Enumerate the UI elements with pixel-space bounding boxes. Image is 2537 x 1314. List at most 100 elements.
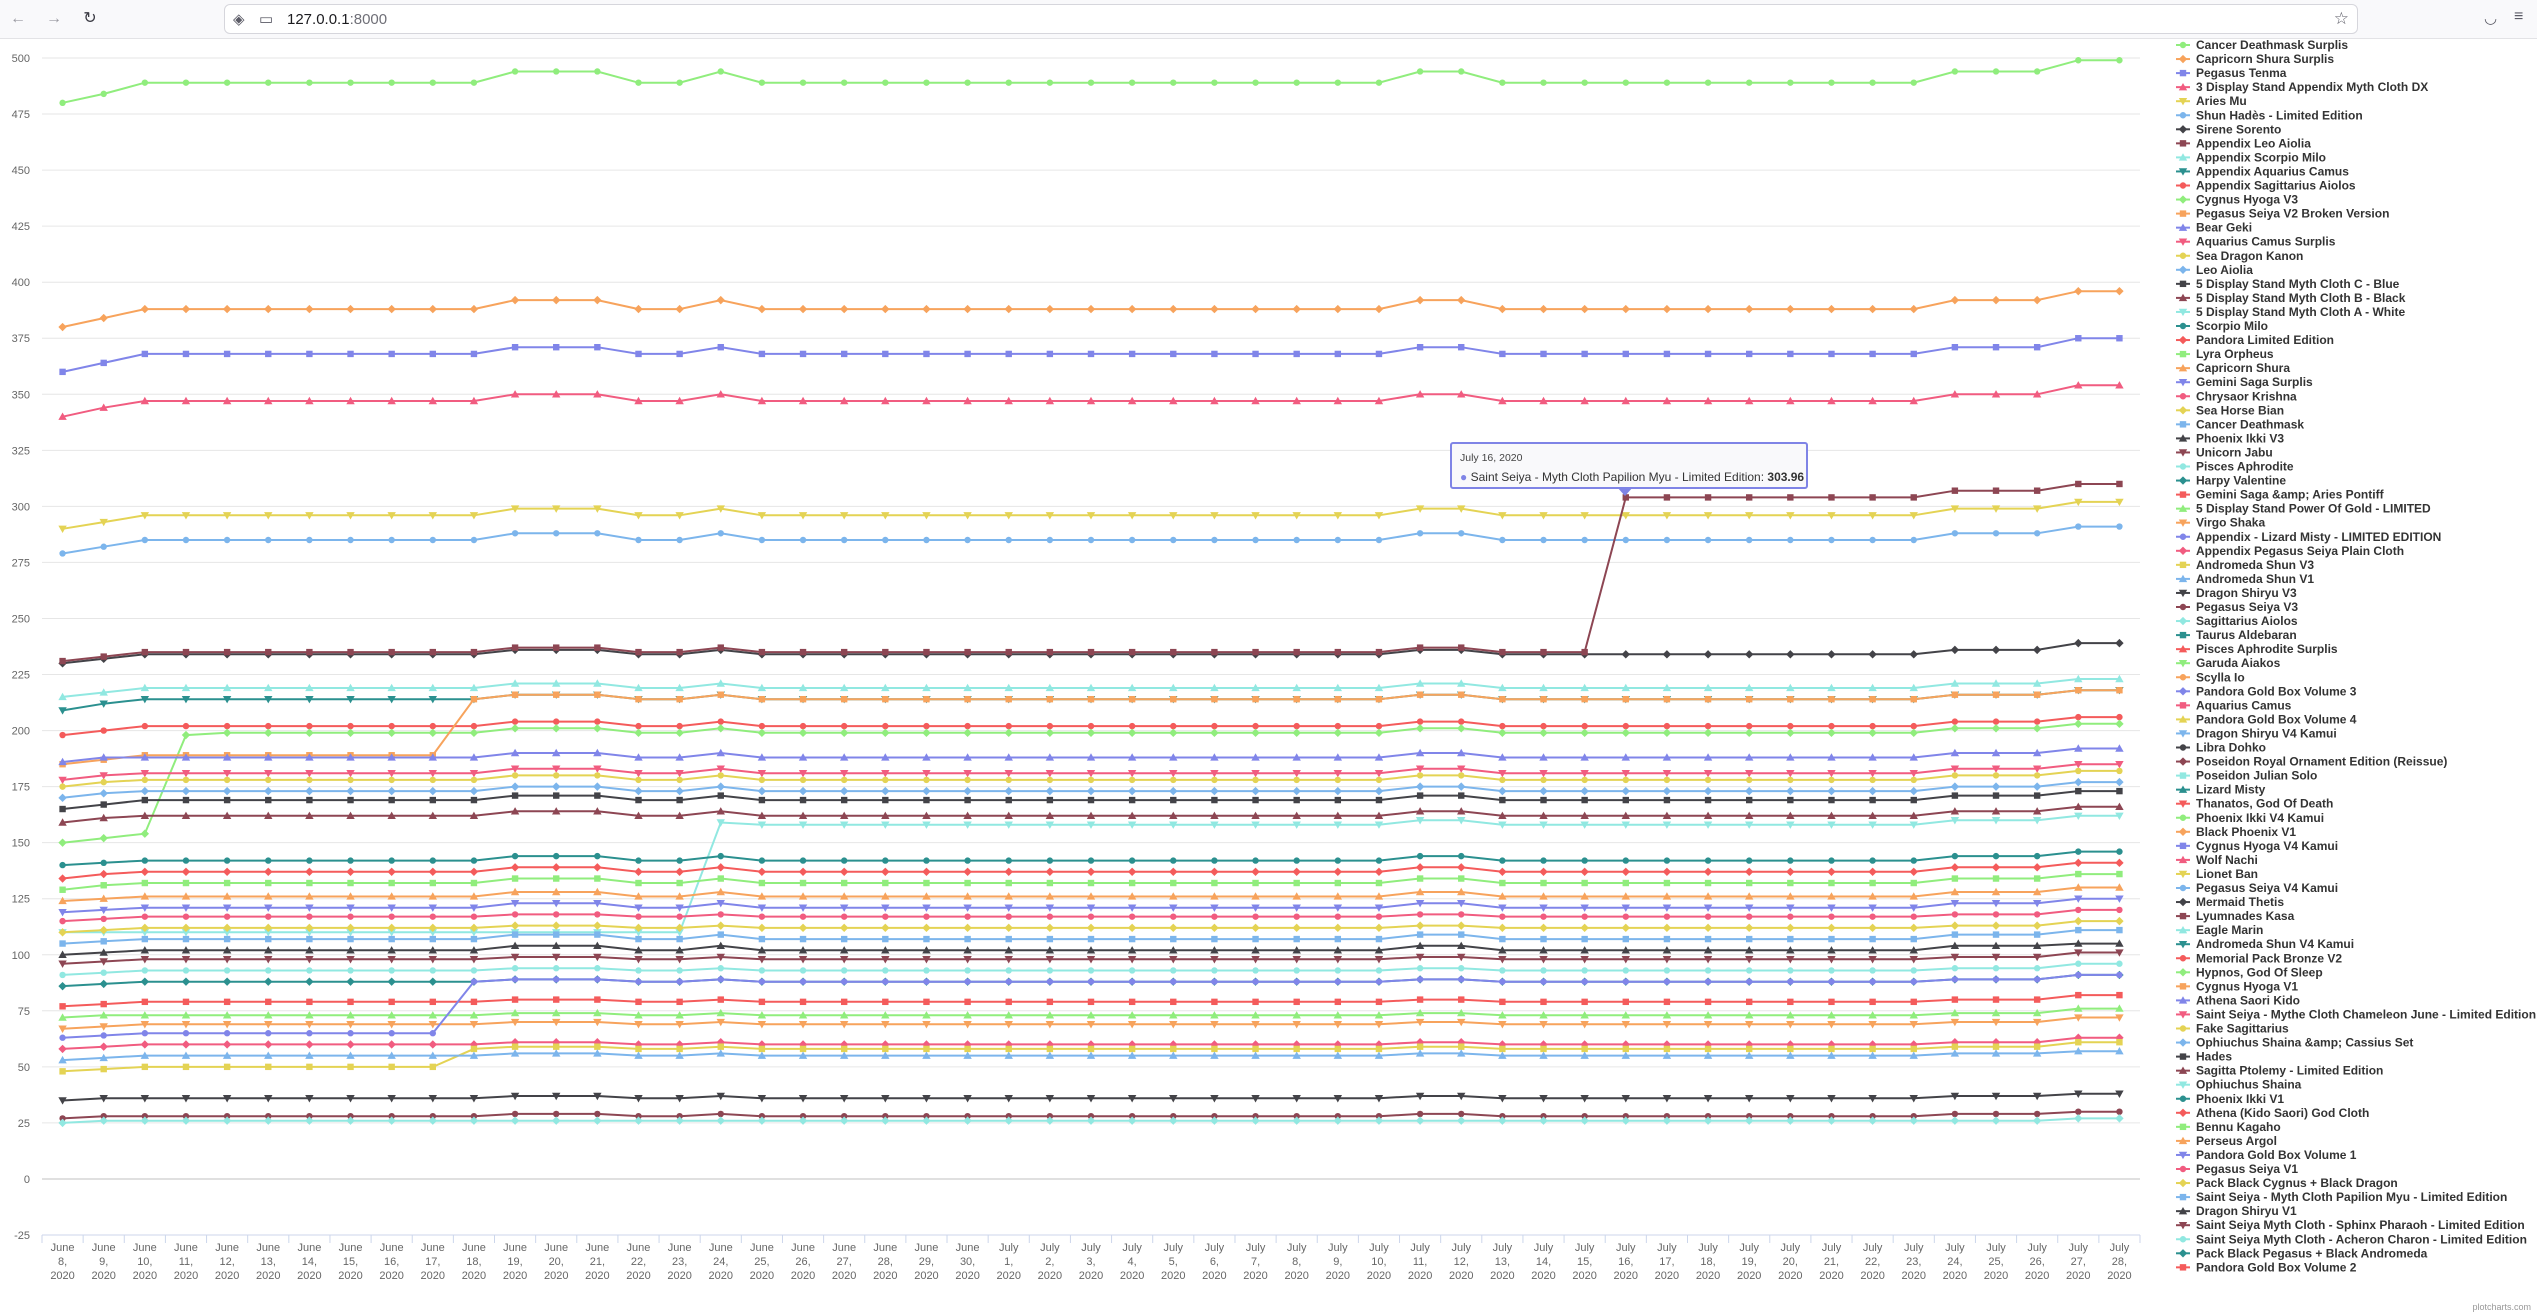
- legend-item[interactable]: Ophiuchus Shaina: [2176, 1078, 2302, 1092]
- legend-item[interactable]: Andromeda Shun V3: [2176, 558, 2314, 572]
- pocket-icon[interactable]: ◡: [2484, 10, 2498, 27]
- legend-item[interactable]: Libra Dohko: [2176, 741, 2266, 755]
- menu-icon[interactable]: ≡: [2514, 8, 2524, 25]
- legend-item[interactable]: Bennu Kagaho: [2176, 1120, 2281, 1134]
- legend-item[interactable]: Saint Seiya - Mythe Cloth Chameleon June…: [2176, 1007, 2536, 1021]
- legend-item[interactable]: Harpy Valentine: [2176, 474, 2286, 488]
- legend-item[interactable]: Hades: [2176, 1050, 2232, 1064]
- legend-item[interactable]: Pandora Limited Edition: [2176, 333, 2334, 347]
- legend-item[interactable]: Dragon Shiryu V1: [2176, 1204, 2297, 1218]
- legend-item[interactable]: Hypnos, God Of Sleep: [2176, 965, 2323, 979]
- legend-item[interactable]: 5 Display Stand Power Of Gold - LIMITED: [2176, 502, 2431, 516]
- legend-item[interactable]: Garuda Aiakos: [2176, 656, 2281, 670]
- bookmark-star-icon[interactable]: ☆: [2333, 9, 2349, 28]
- legend-item[interactable]: Athena (Kido Saori) God Cloth: [2176, 1106, 2369, 1120]
- url-text[interactable]: 127.0.0.1:8000: [287, 11, 387, 28]
- legend-item[interactable]: Poseidon Royal Ornament Edition (Reissue…: [2176, 755, 2447, 769]
- legend-item[interactable]: Dragon Shiryu V3: [2176, 586, 2297, 600]
- page-info-icon[interactable]: ▭: [259, 11, 274, 28]
- legend-item[interactable]: Unicorn Jabu: [2176, 445, 2273, 459]
- forward-arrow-icon[interactable]: →: [46, 10, 62, 27]
- legend-item[interactable]: Virgo Shaka: [2176, 516, 2265, 530]
- legend-item[interactable]: Appendix - Lizard Misty - LIMITED EDITIO…: [2176, 530, 2441, 544]
- legend-item[interactable]: 5 Display Stand Myth Cloth C - Blue: [2176, 277, 2400, 291]
- legend-item[interactable]: 5 Display Stand Myth Cloth A - White: [2176, 305, 2405, 319]
- legend-item[interactable]: Dragon Shiryu V4 Kamui: [2176, 726, 2337, 740]
- legend-item[interactable]: Scorpio Milo: [2176, 319, 2268, 333]
- legend-item[interactable]: Ophiuchus Shaina &amp; Cassius Set: [2176, 1036, 2413, 1050]
- legend-item[interactable]: Pandora Gold Box Volume 3: [2176, 684, 2357, 698]
- legend-item[interactable]: Lionet Ban: [2176, 867, 2258, 881]
- legend-item[interactable]: Cygnus Hyoga V1: [2176, 979, 2298, 993]
- legend-item[interactable]: Wolf Nachi: [2176, 853, 2258, 867]
- legend-item[interactable]: Lizard Misty: [2176, 783, 2266, 797]
- legend-item[interactable]: Appendix Aquarius Camus: [2176, 164, 2349, 178]
- url-bar[interactable]: ◈ ▭ 127.0.0.1:8000 ☆: [224, 4, 2358, 34]
- legend-item[interactable]: Shun Hadès - Limited Edition: [2176, 108, 2363, 122]
- legend-item[interactable]: Pegasus Seiya V1: [2176, 1162, 2298, 1176]
- legend-item[interactable]: Thanatos, God Of Death: [2176, 797, 2333, 811]
- legend-item[interactable]: Capricorn Shura: [2176, 361, 2290, 375]
- legend-item[interactable]: Appendix Pegasus Seiya Plain Cloth: [2176, 544, 2404, 558]
- legend-item[interactable]: Fake Sagittarius: [2176, 1022, 2289, 1036]
- legend-item[interactable]: Mermaid Thetis: [2176, 895, 2284, 909]
- legend-item[interactable]: Pandora Gold Box Volume 2: [2176, 1260, 2357, 1274]
- legend-item[interactable]: Chrysaor Krishna: [2176, 389, 2297, 403]
- legend-item[interactable]: Cygnus Hyoga V4 Kamui: [2176, 839, 2338, 853]
- legend-item[interactable]: Phoenix Ikki V3: [2176, 431, 2284, 445]
- legend-item[interactable]: Andromeda Shun V4 Kamui: [2176, 937, 2354, 951]
- legend-item[interactable]: Lyumnades Kasa: [2176, 909, 2295, 923]
- legend-item[interactable]: Lyra Orpheus: [2176, 347, 2274, 361]
- legend-item[interactable]: Sagittarius Aiolos: [2176, 614, 2298, 628]
- legend-item[interactable]: Scylla Io: [2176, 670, 2245, 684]
- legend-item[interactable]: Cancer Deathmask Surplis: [2176, 38, 2348, 52]
- legend-item[interactable]: Appendix Sagittarius Aiolos: [2176, 179, 2356, 193]
- legend-item[interactable]: Phoenix Ikki V1: [2176, 1092, 2284, 1106]
- legend-item[interactable]: Pisces Aphrodite: [2176, 460, 2294, 474]
- legend-item[interactable]: Pack Black Pegasus + Black Andromeda: [2176, 1246, 2428, 1260]
- legend-item[interactable]: Saint Seiya Myth Cloth - Acheron Charon …: [2176, 1232, 2527, 1246]
- legend-item[interactable]: Saint Seiya - Myth Cloth Papilion Myu - …: [2176, 1190, 2507, 1204]
- legend-item[interactable]: Aquarius Camus Surplis: [2176, 235, 2336, 249]
- legend-item[interactable]: Memorial Pack Bronze V2: [2176, 951, 2342, 965]
- legend-item[interactable]: Pandora Gold Box Volume 4: [2176, 712, 2357, 726]
- legend-item[interactable]: Cygnus Hyoga V3: [2176, 193, 2298, 207]
- legend-item[interactable]: Andromeda Shun V1: [2176, 572, 2314, 586]
- legend-item[interactable]: Aquarius Camus: [2176, 698, 2292, 712]
- reload-icon[interactable]: ↻: [83, 10, 97, 27]
- legend-item[interactable]: Appendix Leo Aiolia: [2176, 136, 2311, 150]
- legend-item[interactable]: 3 Display Stand Appendix Myth Cloth DX: [2176, 80, 2428, 94]
- legend-item[interactable]: Gemini Saga &amp; Aries Pontiff: [2176, 488, 2385, 502]
- legend-item[interactable]: Phoenix Ikki V4 Kamui: [2176, 811, 2324, 825]
- legend-item[interactable]: Pegasus Tenma: [2176, 66, 2287, 80]
- legend-item[interactable]: Eagle Marin: [2176, 923, 2263, 937]
- legend-item[interactable]: Pandora Gold Box Volume 1: [2176, 1148, 2357, 1162]
- legend-item[interactable]: Aries Mu: [2176, 94, 2247, 108]
- legend-item[interactable]: Pegasus Seiya V2 Broken Version: [2176, 207, 2389, 221]
- legend-item[interactable]: Capricorn Shura Surplis: [2176, 52, 2334, 66]
- legend-item[interactable]: Taurus Aldebaran: [2176, 628, 2297, 642]
- legend-item[interactable]: Pegasus Seiya V3: [2176, 600, 2298, 614]
- legend-item[interactable]: Saint Seiya Myth Cloth - Sphinx Pharaoh …: [2176, 1218, 2525, 1232]
- data-point: [675, 867, 684, 877]
- legend-item[interactable]: Pack Black Cygnus + Black Dragon: [2176, 1176, 2398, 1190]
- legend-item[interactable]: Athena Saori Kido: [2176, 993, 2300, 1007]
- legend-item[interactable]: 5 Display Stand Myth Cloth B - Black: [2176, 291, 2406, 305]
- legend-item[interactable]: Pisces Aphrodite Surplis: [2176, 642, 2338, 656]
- legend-item[interactable]: Leo Aiolia: [2176, 263, 2253, 277]
- legend-item[interactable]: Appendix Scorpio Milo: [2176, 150, 2326, 164]
- legend-item[interactable]: Sea Dragon Kanon: [2176, 249, 2303, 263]
- legend-item[interactable]: Sirene Sorento: [2176, 122, 2281, 136]
- legend-item[interactable]: Sagitta Ptolemy - Limited Edition: [2176, 1064, 2383, 1078]
- legend-item[interactable]: Gemini Saga Surplis: [2176, 375, 2313, 389]
- back-arrow-icon[interactable]: ←: [10, 10, 26, 27]
- shield-icon[interactable]: ◈: [233, 11, 245, 28]
- legend-item[interactable]: Black Phoenix V1: [2176, 825, 2296, 839]
- legend-item[interactable]: Pegasus Seiya V4 Kamui: [2176, 881, 2338, 895]
- legend-item[interactable]: Poseidon Julian Solo: [2176, 769, 2317, 783]
- legend-item[interactable]: Bear Geki: [2176, 221, 2252, 235]
- legend-item[interactable]: Sea Horse Bian: [2176, 403, 2284, 417]
- legend-item[interactable]: Cancer Deathmask: [2176, 417, 2304, 431]
- data-point: [388, 1112, 395, 1120]
- legend-item[interactable]: Perseus Argol: [2176, 1134, 2277, 1148]
